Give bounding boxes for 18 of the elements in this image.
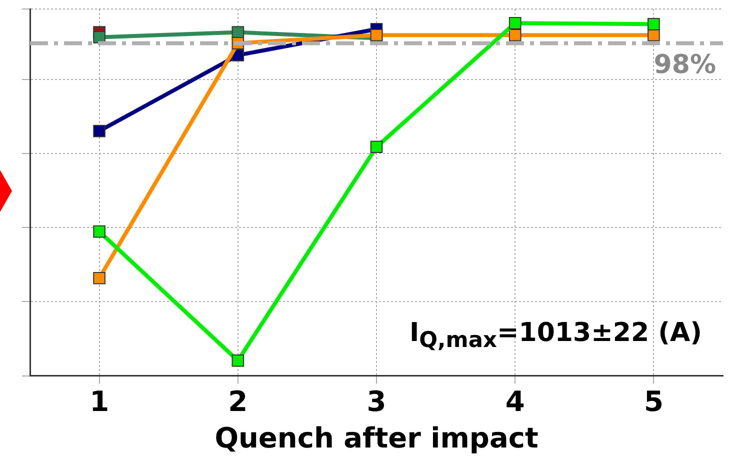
x-tick-label: 2	[228, 384, 248, 418]
point	[232, 26, 244, 38]
point	[232, 354, 244, 367]
point	[370, 140, 383, 154]
point	[370, 28, 383, 42]
point	[648, 18, 660, 30]
annotation: I$_{Q,max}$=1013±22 (A)	[409, 318, 702, 354]
x-tick-label: 1	[90, 384, 110, 418]
point	[508, 28, 522, 42]
point	[508, 16, 522, 30]
point	[93, 225, 106, 238]
point	[93, 124, 106, 138]
x-axis-title: Quench after impact	[214, 421, 538, 454]
x-tick-label: 3	[366, 384, 386, 418]
point	[93, 272, 106, 284]
annotation: 98%	[654, 50, 716, 80]
x-tick-label: 5	[644, 384, 664, 418]
x-tick-label: 4	[505, 384, 525, 418]
